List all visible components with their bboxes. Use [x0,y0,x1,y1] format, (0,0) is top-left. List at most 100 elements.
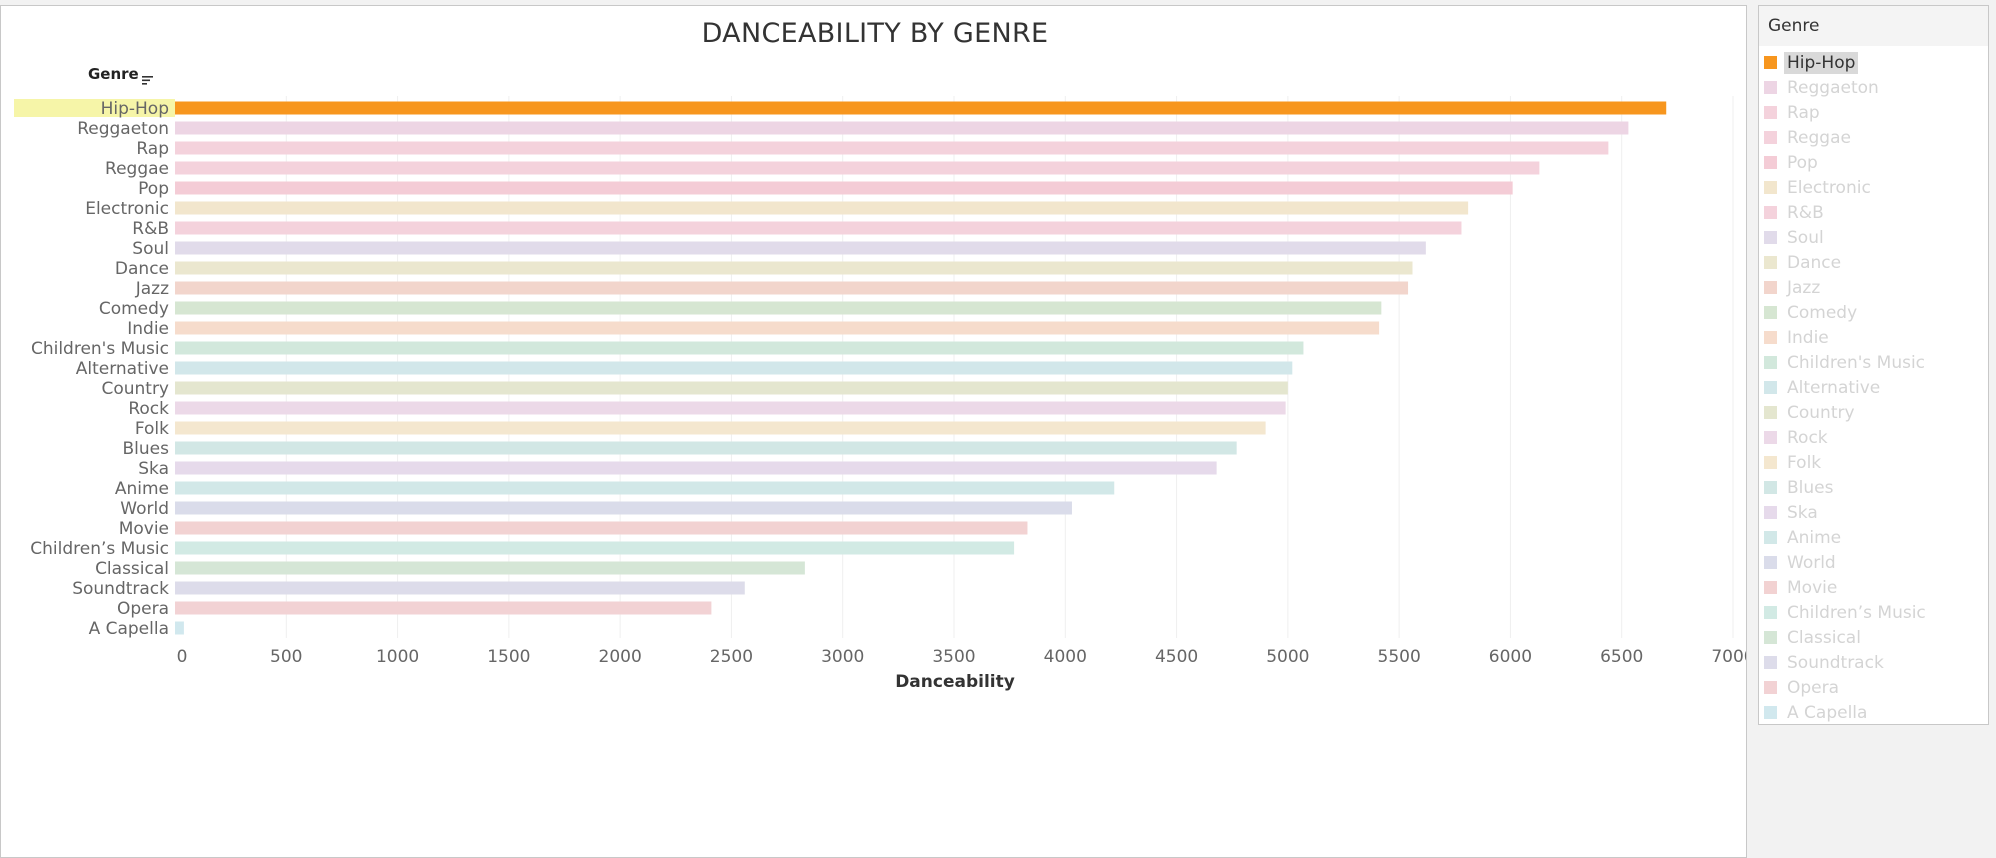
legend-item[interactable]: Alternative [1759,375,1988,400]
bar[interactable] [175,241,1426,255]
category-label[interactable]: Anime [115,479,169,499]
bar[interactable] [175,581,745,595]
bar[interactable] [175,141,1609,155]
category-column-header[interactable]: Genre [88,65,139,83]
bar[interactable] [175,501,1072,515]
sort-icon[interactable] [142,76,153,85]
bar[interactable] [175,301,1382,315]
legend-label: Rap [1787,102,1820,123]
bar[interactable] [175,401,1286,415]
category-label[interactable]: A Capella [89,619,169,639]
bar[interactable] [175,201,1469,215]
bar[interactable] [175,621,184,635]
category-label[interactable]: Jazz [135,279,169,299]
bar[interactable] [175,601,712,615]
bar[interactable] [175,121,1629,135]
category-label[interactable]: Dance [115,259,169,279]
bar[interactable] [175,461,1217,475]
category-label[interactable]: Hip-Hop [101,99,169,119]
highlight-row [14,99,175,117]
category-label[interactable]: Soul [132,239,169,259]
category-label[interactable]: Soundtrack [72,579,169,599]
bar[interactable] [175,221,1462,235]
bar[interactable] [175,181,1513,195]
legend-item[interactable]: World [1759,550,1988,575]
bar[interactable] [175,261,1413,275]
x-tick-label: 4500 [1155,647,1198,667]
legend-item[interactable]: Indie [1759,325,1988,350]
legend-item[interactable]: A Capella [1759,700,1988,725]
bar[interactable] [175,281,1409,295]
legend-swatch [1764,156,1777,169]
legend-item[interactable]: Rap [1759,100,1988,125]
x-tick-label: 0 [177,647,188,667]
bar[interactable] [175,101,1667,115]
legend-swatch [1764,356,1777,369]
bar[interactable] [175,541,1015,555]
legend-item[interactable]: Classical [1759,625,1988,650]
legend-item[interactable]: Soul [1759,225,1988,250]
category-label[interactable]: Rock [128,399,169,419]
category-label[interactable]: Folk [135,419,169,439]
legend-item[interactable]: Movie [1759,575,1988,600]
legend-item[interactable]: Dance [1759,250,1988,275]
legend-label: Alternative [1787,377,1881,398]
category-label[interactable]: Blues [123,439,170,459]
legend-swatch [1764,131,1777,144]
legend-item[interactable]: Anime [1759,525,1988,550]
bar[interactable] [175,161,1540,175]
category-label[interactable]: Rap [136,139,169,159]
legend-item[interactable]: Country [1759,400,1988,425]
legend-item[interactable]: Pop [1759,150,1988,175]
legend-item[interactable]: Ska [1759,500,1988,525]
category-label[interactable]: Opera [117,599,169,619]
category-label[interactable]: Reggae [105,159,169,179]
legend-item[interactable]: Reggaeton [1759,75,1988,100]
legend-item[interactable]: Reggae [1759,125,1988,150]
category-label[interactable]: World [120,499,169,519]
category-label[interactable]: Pop [138,179,169,199]
legend-label: Country [1787,402,1855,423]
category-label[interactable]: Country [101,379,169,399]
legend-swatch [1764,706,1777,719]
legend-item[interactable]: Opera [1759,675,1988,700]
bar[interactable] [175,321,1380,335]
bar[interactable] [175,481,1115,495]
bar[interactable] [175,441,1237,455]
category-label[interactable]: R&B [132,219,169,239]
category-label[interactable]: Indie [127,319,169,339]
bars [175,101,1667,635]
bar[interactable] [175,361,1293,375]
legend-label: Rock [1787,427,1828,448]
bar[interactable] [175,521,1028,535]
category-label[interactable]: Children’s Music [30,539,169,559]
category-label[interactable]: Alternative [76,359,169,379]
category-label[interactable]: Classical [95,559,169,579]
legend-item[interactable]: Soundtrack [1759,650,1988,675]
legend-item[interactable]: Folk [1759,450,1988,475]
legend-item[interactable]: Comedy [1759,300,1988,325]
category-label[interactable]: Comedy [99,299,169,319]
legend-item[interactable]: Children's Music [1759,350,1988,375]
legend-item[interactable]: Children’s Music [1759,600,1988,625]
legend-item[interactable]: Jazz [1759,275,1988,300]
category-label[interactable]: Ska [138,459,169,479]
category-label[interactable]: Children's Music [31,339,169,359]
legend-swatch [1764,231,1777,244]
category-label[interactable]: Movie [119,519,169,539]
legend-item[interactable]: Blues [1759,475,1988,500]
legend-label: Ska [1787,502,1818,523]
bar[interactable] [175,421,1266,435]
x-tick-label: 2000 [599,647,642,667]
bar[interactable] [175,561,805,575]
legend-item[interactable]: R&B [1759,200,1988,225]
category-label[interactable]: Reggaeton [77,119,169,139]
category-label[interactable]: Electronic [85,199,169,219]
bar[interactable] [175,381,1288,395]
legend-item[interactable]: Hip-Hop [1759,50,1988,75]
x-tick-label: 7000 [1711,647,1746,667]
bar[interactable] [175,341,1304,355]
chart-panel: DANCEABILITY BY GENRE Genre Hip-Hop Regga… [0,5,1747,858]
legend-item[interactable]: Rock [1759,425,1988,450]
legend-item[interactable]: Electronic [1759,175,1988,200]
